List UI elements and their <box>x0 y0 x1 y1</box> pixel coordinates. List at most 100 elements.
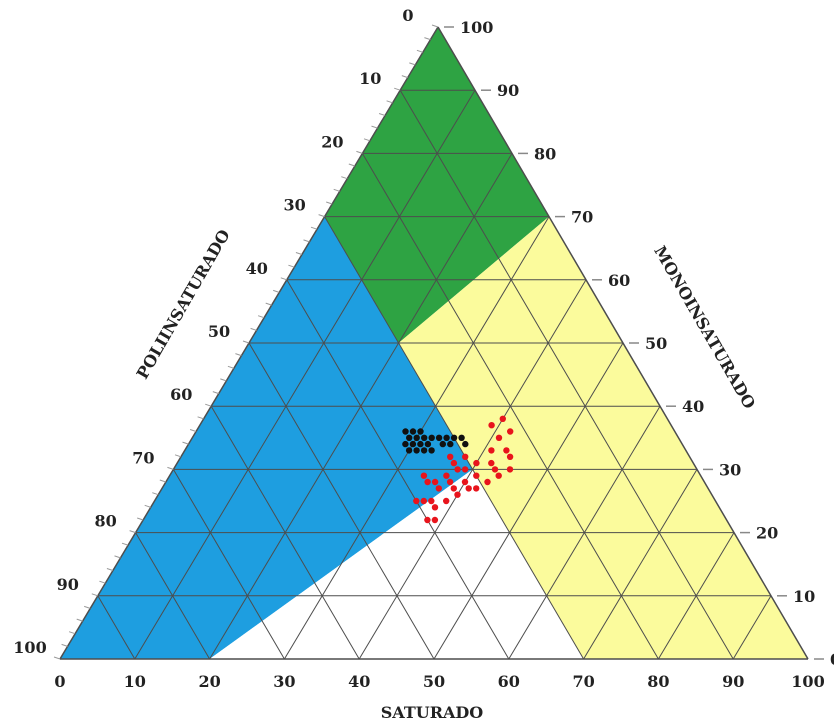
tick-mark-left <box>326 201 333 205</box>
tick-mark-left <box>303 239 310 243</box>
data-point-series-0 <box>450 434 458 441</box>
tick-mark-left <box>310 226 318 230</box>
tick-mark-left <box>197 416 204 420</box>
axis-title-right: MONOINSATURADO <box>650 242 759 412</box>
tick-label-bottom: 80 <box>647 672 669 691</box>
data-point-series-1 <box>488 422 495 429</box>
tick-label-right: 80 <box>534 144 556 163</box>
data-point-series-1 <box>495 434 503 441</box>
tick-mark-left <box>363 138 371 142</box>
tick-mark-left <box>167 466 174 470</box>
tick-mark-left <box>250 327 257 331</box>
tick-mark-left <box>99 580 106 584</box>
tick-mark-left <box>212 391 219 395</box>
grid-line <box>97 595 136 660</box>
tick-label-right: 70 <box>571 208 593 227</box>
tick-mark-left <box>273 289 280 293</box>
tick-label-left: 30 <box>283 196 305 215</box>
tick-label-right: 90 <box>497 81 519 100</box>
tick-label-left: 70 <box>132 448 154 467</box>
tick-mark-left <box>182 441 189 445</box>
tick-label-left: 60 <box>170 385 192 404</box>
tick-mark-left <box>114 555 121 559</box>
axis-title-bottom: SATURADO <box>381 703 484 722</box>
tick-mark-left <box>341 176 348 180</box>
tick-label-left: 50 <box>208 322 230 341</box>
data-point-series-1 <box>461 478 469 486</box>
data-point-series-0 <box>435 434 443 441</box>
data-point-series-0 <box>424 440 432 448</box>
data-point-series-1 <box>507 428 514 435</box>
data-point-series-0 <box>443 434 450 441</box>
data-point-series-1 <box>443 472 450 479</box>
tick-mark-left <box>333 188 340 192</box>
tick-label-right: 20 <box>756 524 778 543</box>
tick-label-left: 80 <box>94 512 116 531</box>
data-point-series-0 <box>405 447 413 454</box>
data-point-series-0 <box>428 447 435 454</box>
data-point-series-0 <box>458 434 465 441</box>
tick-label-left: 40 <box>246 259 268 278</box>
data-point-series-1 <box>446 478 454 486</box>
grid-line <box>172 469 285 660</box>
tick-mark-left <box>220 378 227 382</box>
tick-mark-left <box>416 49 424 53</box>
tick-mark-left <box>409 62 416 66</box>
data-point-series-1 <box>473 472 480 479</box>
tick-mark-left <box>91 593 98 597</box>
data-point-series-1 <box>428 497 435 505</box>
grid-line <box>248 342 435 660</box>
axis-title-left: POLIINSATURADO <box>133 226 234 382</box>
data-point-series-1 <box>454 466 461 473</box>
tick-mark-left <box>386 100 393 104</box>
data-point-series-0 <box>406 434 413 441</box>
grid-line <box>657 532 735 660</box>
data-point-series-1 <box>420 497 427 505</box>
tick-mark-left <box>424 37 431 41</box>
tick-label-bottom: 40 <box>348 672 370 691</box>
tick-mark-left <box>68 631 76 635</box>
data-point-series-1 <box>424 516 431 524</box>
data-point-series-0 <box>462 440 469 448</box>
tick-label-left: 90 <box>57 575 79 594</box>
tick-mark-left <box>394 87 401 91</box>
tick-mark-left <box>371 125 378 129</box>
data-point-series-0 <box>402 428 409 435</box>
data-point-series-0 <box>428 434 435 441</box>
data-point-series-1 <box>506 453 514 460</box>
tick-mark-left <box>431 24 439 28</box>
tick-label-left: 20 <box>321 132 343 151</box>
data-point-series-1 <box>473 459 480 467</box>
data-point-series-0 <box>420 447 428 454</box>
data-point-series-1 <box>431 504 439 511</box>
region-1 <box>60 216 473 659</box>
tick-mark-left <box>288 264 295 268</box>
data-point-series-1 <box>499 415 506 422</box>
tick-label-bottom: 30 <box>273 672 295 691</box>
tick-mark-left <box>174 454 182 458</box>
tick-mark-left <box>257 315 265 319</box>
tick-mark-left <box>84 605 91 609</box>
tick-label-bottom: 70 <box>572 672 594 691</box>
grid-line <box>210 405 360 660</box>
data-point-series-1 <box>454 491 461 498</box>
tick-mark-left <box>401 75 408 79</box>
data-point-series-0 <box>409 428 417 435</box>
tick-mark-left <box>265 302 272 306</box>
data-point-series-1 <box>506 466 514 473</box>
data-point-series-0 <box>439 440 446 448</box>
tick-label-bottom: 0 <box>54 672 65 691</box>
tick-label-right: 50 <box>645 334 667 353</box>
tick-mark-left <box>242 340 250 344</box>
data-point-series-1 <box>431 516 439 524</box>
tick-label-left: 0 <box>402 6 413 25</box>
tick-mark-left <box>144 504 151 508</box>
data-point-series-0 <box>413 434 420 441</box>
tick-label-right: 40 <box>682 397 704 416</box>
tick-labels: 0102030405060708090100010203040506070809… <box>13 6 834 691</box>
tick-mark-left <box>76 618 83 622</box>
data-point-series-1 <box>420 472 428 479</box>
tick-mark-left <box>121 542 129 546</box>
data-point-series-0 <box>417 440 424 448</box>
